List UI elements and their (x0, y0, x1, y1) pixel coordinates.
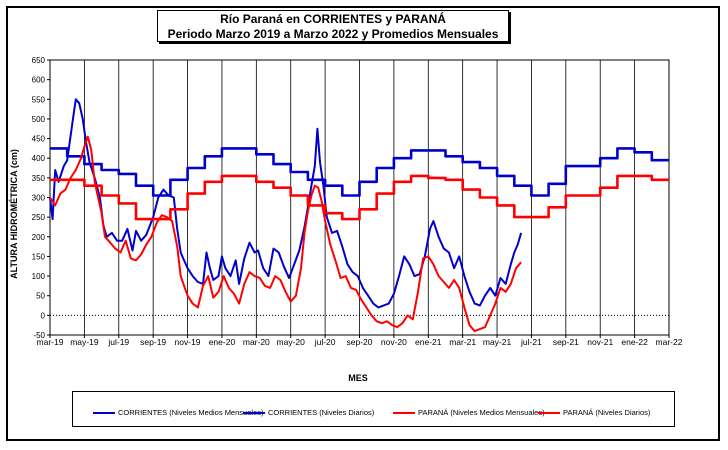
x-tick-label: mar-19 (37, 337, 64, 347)
y-axis-title: ALTURA HIDROMÉTRICA (cm) (9, 149, 19, 279)
legend-label: CORRIENTES (Niveles Diarios) (268, 408, 375, 417)
x-tick-label: nov-19 (175, 337, 201, 347)
legend-item-corrientes-mensual: CORRIENTES (Niveles Medios Mensuales) (93, 408, 263, 417)
series-line-3 (49, 135, 522, 333)
x-axis-title: MES (348, 373, 368, 383)
legend-label: PARANÁ (Niveles Diarios) (563, 408, 651, 417)
x-tick-label: jul-19 (107, 337, 129, 347)
legend-item-parana-mensual: PARANÁ (Niveles Medios Mensuales) (393, 408, 545, 417)
x-tick-label: jul-20 (314, 337, 336, 347)
legend-item-corrientes-diario: CORRIENTES (Niveles Diarios) (243, 408, 374, 417)
y-tick-label: 300 (32, 194, 46, 203)
legend-item-parana-diario: PARANÁ (Niveles Diarios) (538, 408, 650, 417)
x-tick-label: mar-20 (243, 337, 270, 347)
x-tick-label: may-19 (70, 337, 99, 347)
legend: CORRIENTES (Niveles Medios Mensuales) CO… (72, 391, 675, 427)
series-line-2 (50, 174, 669, 221)
chart-title: Río Paraná en CORRIENTES y PARANÁ Period… (157, 10, 509, 42)
y-tick-label: 600 (32, 76, 46, 85)
y-tick-label: 550 (32, 95, 46, 104)
legend-swatch-blue (243, 412, 265, 415)
legend-label: PARANÁ (Niveles Medios Mensuales) (418, 408, 545, 417)
legend-swatch-red (393, 412, 415, 415)
x-tick-label: nov-21 (587, 337, 613, 347)
legend-swatch-red (538, 412, 560, 415)
y-tick-label: 0 (41, 311, 46, 320)
x-tick-label: mar-21 (449, 337, 476, 347)
chart-title-line1: Río Paraná en CORRIENTES y PARANÁ (220, 12, 446, 26)
y-tick-label: 400 (32, 154, 46, 163)
y-tick-label: 450 (32, 135, 46, 144)
y-tick-label: 150 (32, 252, 46, 261)
legend-swatch-blue (93, 412, 115, 415)
x-tick-label: may-20 (277, 337, 306, 347)
y-tick-label: 250 (32, 213, 46, 222)
x-tick-label: mar-22 (656, 337, 683, 347)
y-tick-label: 50 (36, 292, 45, 301)
y-tick-label: 100 (32, 272, 46, 281)
series-line-1 (49, 98, 523, 309)
x-tick-label: jul-21 (520, 337, 542, 347)
x-tick-label: ene-21 (415, 337, 442, 347)
series-line-0 (50, 147, 669, 197)
legend-label: CORRIENTES (Niveles Medios Mensuales) (118, 408, 264, 417)
x-tick-label: nov-20 (381, 337, 407, 347)
y-tick-label: 650 (32, 56, 46, 65)
x-tick-label: ene-20 (209, 337, 236, 347)
x-tick-label: may-21 (483, 337, 512, 347)
x-tick-label: sep-20 (347, 337, 373, 347)
x-tick-label: sep-19 (140, 337, 166, 347)
y-tick-label: 500 (32, 115, 46, 124)
y-tick-label: 200 (32, 233, 46, 242)
chart-title-line2: Periodo Marzo 2019 a Marzo 2022 y Promed… (167, 27, 499, 41)
y-tick-label: 350 (32, 174, 46, 183)
y-tick-label: -50 (33, 331, 45, 340)
x-tick-label: ene-22 (621, 337, 648, 347)
x-tick-label: sep-21 (553, 337, 579, 347)
